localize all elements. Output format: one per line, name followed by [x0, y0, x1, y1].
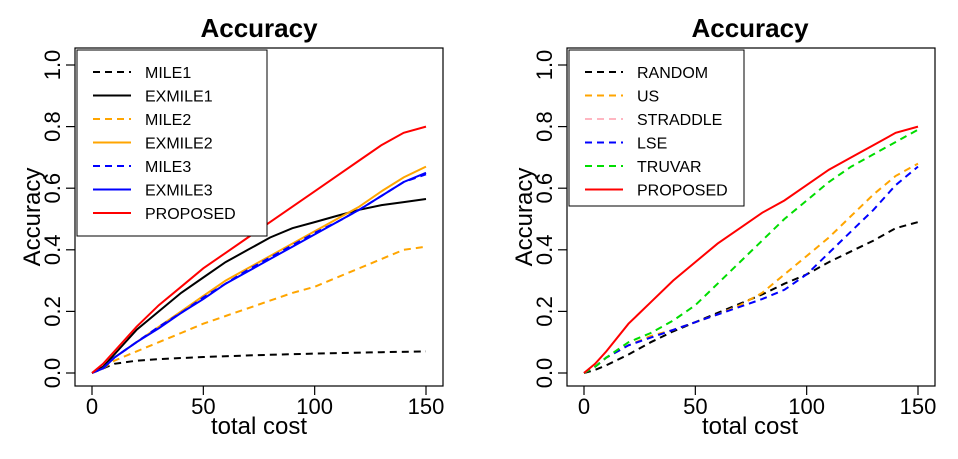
y-axis-label: Accuracy: [19, 168, 46, 267]
x-tick-label: 0: [578, 394, 590, 419]
series-line-exmile1: [91, 198, 427, 374]
legend-entry: PROPOSED: [145, 206, 236, 223]
plot-frame: [74, 47, 444, 387]
legend-entry: PROPOSED: [637, 183, 728, 200]
y-tick-label: 0.0: [532, 358, 557, 389]
y-tick-label: 1.0: [40, 50, 65, 81]
chart-panel-right: Accuracy 0 50 100 150 0.0 0.2 0.4 0.6 0.8 1.0 RAN…: [511, 13, 936, 440]
chart-title: Accuracy: [691, 13, 809, 43]
legend-entry: LSE: [637, 136, 667, 153]
chart-panel-left: Accuracy 0 50 100 150 0.0 0.2 0.4 0.6 0.8 1.0 MIL…: [19, 13, 444, 440]
series-lines: [91, 125, 427, 374]
legend-entry: TRUVAR: [637, 159, 702, 176]
series-line-lse: [583, 165, 919, 374]
y-tick-label: 0.4: [532, 235, 557, 266]
legend-entry: MILE3: [145, 159, 191, 176]
x-tick-label: 0: [86, 394, 98, 419]
chart-title: Accuracy: [200, 13, 318, 43]
series-line-mile1: [91, 350, 427, 374]
y-tick-label: 0.4: [40, 235, 65, 266]
y-tick-label: 0.2: [532, 296, 557, 327]
y-tick-label: 0.6: [40, 173, 65, 204]
series-line-random: [583, 221, 919, 374]
legend: RANDOM US STRADDLE LSE TRUVAR PROPOSED: [568, 49, 745, 207]
series-line-us: [583, 162, 919, 374]
x-tick-label: 150: [408, 394, 445, 419]
y-tick-label: 1.0: [532, 50, 557, 81]
x-tick-label: 150: [900, 394, 937, 419]
x-tick-label: 100: [296, 394, 333, 419]
series-line-exmile3: [91, 171, 427, 374]
plot-frame: [566, 47, 936, 387]
series-lines: [583, 125, 919, 374]
axes: 0 50 100 150 0.0 0.2 0.4 0.6 0.8 1.0: [40, 50, 444, 419]
legend-entry: RANDOM: [637, 65, 708, 82]
series-line-proposed: [91, 125, 427, 374]
y-tick-label: 0.6: [532, 173, 557, 204]
series-line-truvar: [583, 128, 919, 374]
x-tick-label: 50: [683, 394, 707, 419]
y-tick-label: 0.8: [40, 111, 65, 142]
series-line-proposed: [583, 125, 919, 374]
legend-entry: EXMILE2: [145, 136, 213, 153]
legend-entry: MILE2: [145, 112, 191, 129]
legend: MILE1 EXMILE1 MILE2 EXMILE2 MILE3 EXMILE3 PROP…: [76, 49, 268, 237]
legend-entry: MILE1: [145, 65, 191, 82]
y-tick-label: 0.8: [532, 111, 557, 142]
legend-entry: EXMILE3: [145, 183, 213, 200]
axes: 0 50 100 150 0.0 0.2 0.4 0.6 0.8 1.0: [532, 50, 936, 419]
x-axis-label: total cost: [211, 413, 307, 440]
x-tick-label: 100: [788, 394, 825, 419]
legend-entry: STRADDLE: [637, 112, 722, 129]
x-tick-label: 50: [191, 394, 215, 419]
legend-entry: EXMILE1: [145, 89, 213, 106]
y-tick-label: 0.0: [40, 358, 65, 389]
x-axis-label: total cost: [702, 413, 798, 440]
y-axis-label: Accuracy: [511, 168, 538, 267]
y-tick-label: 0.2: [40, 296, 65, 327]
legend-box: [568, 49, 745, 207]
legend-entry: US: [637, 89, 659, 106]
series-line-mile2: [91, 245, 427, 374]
